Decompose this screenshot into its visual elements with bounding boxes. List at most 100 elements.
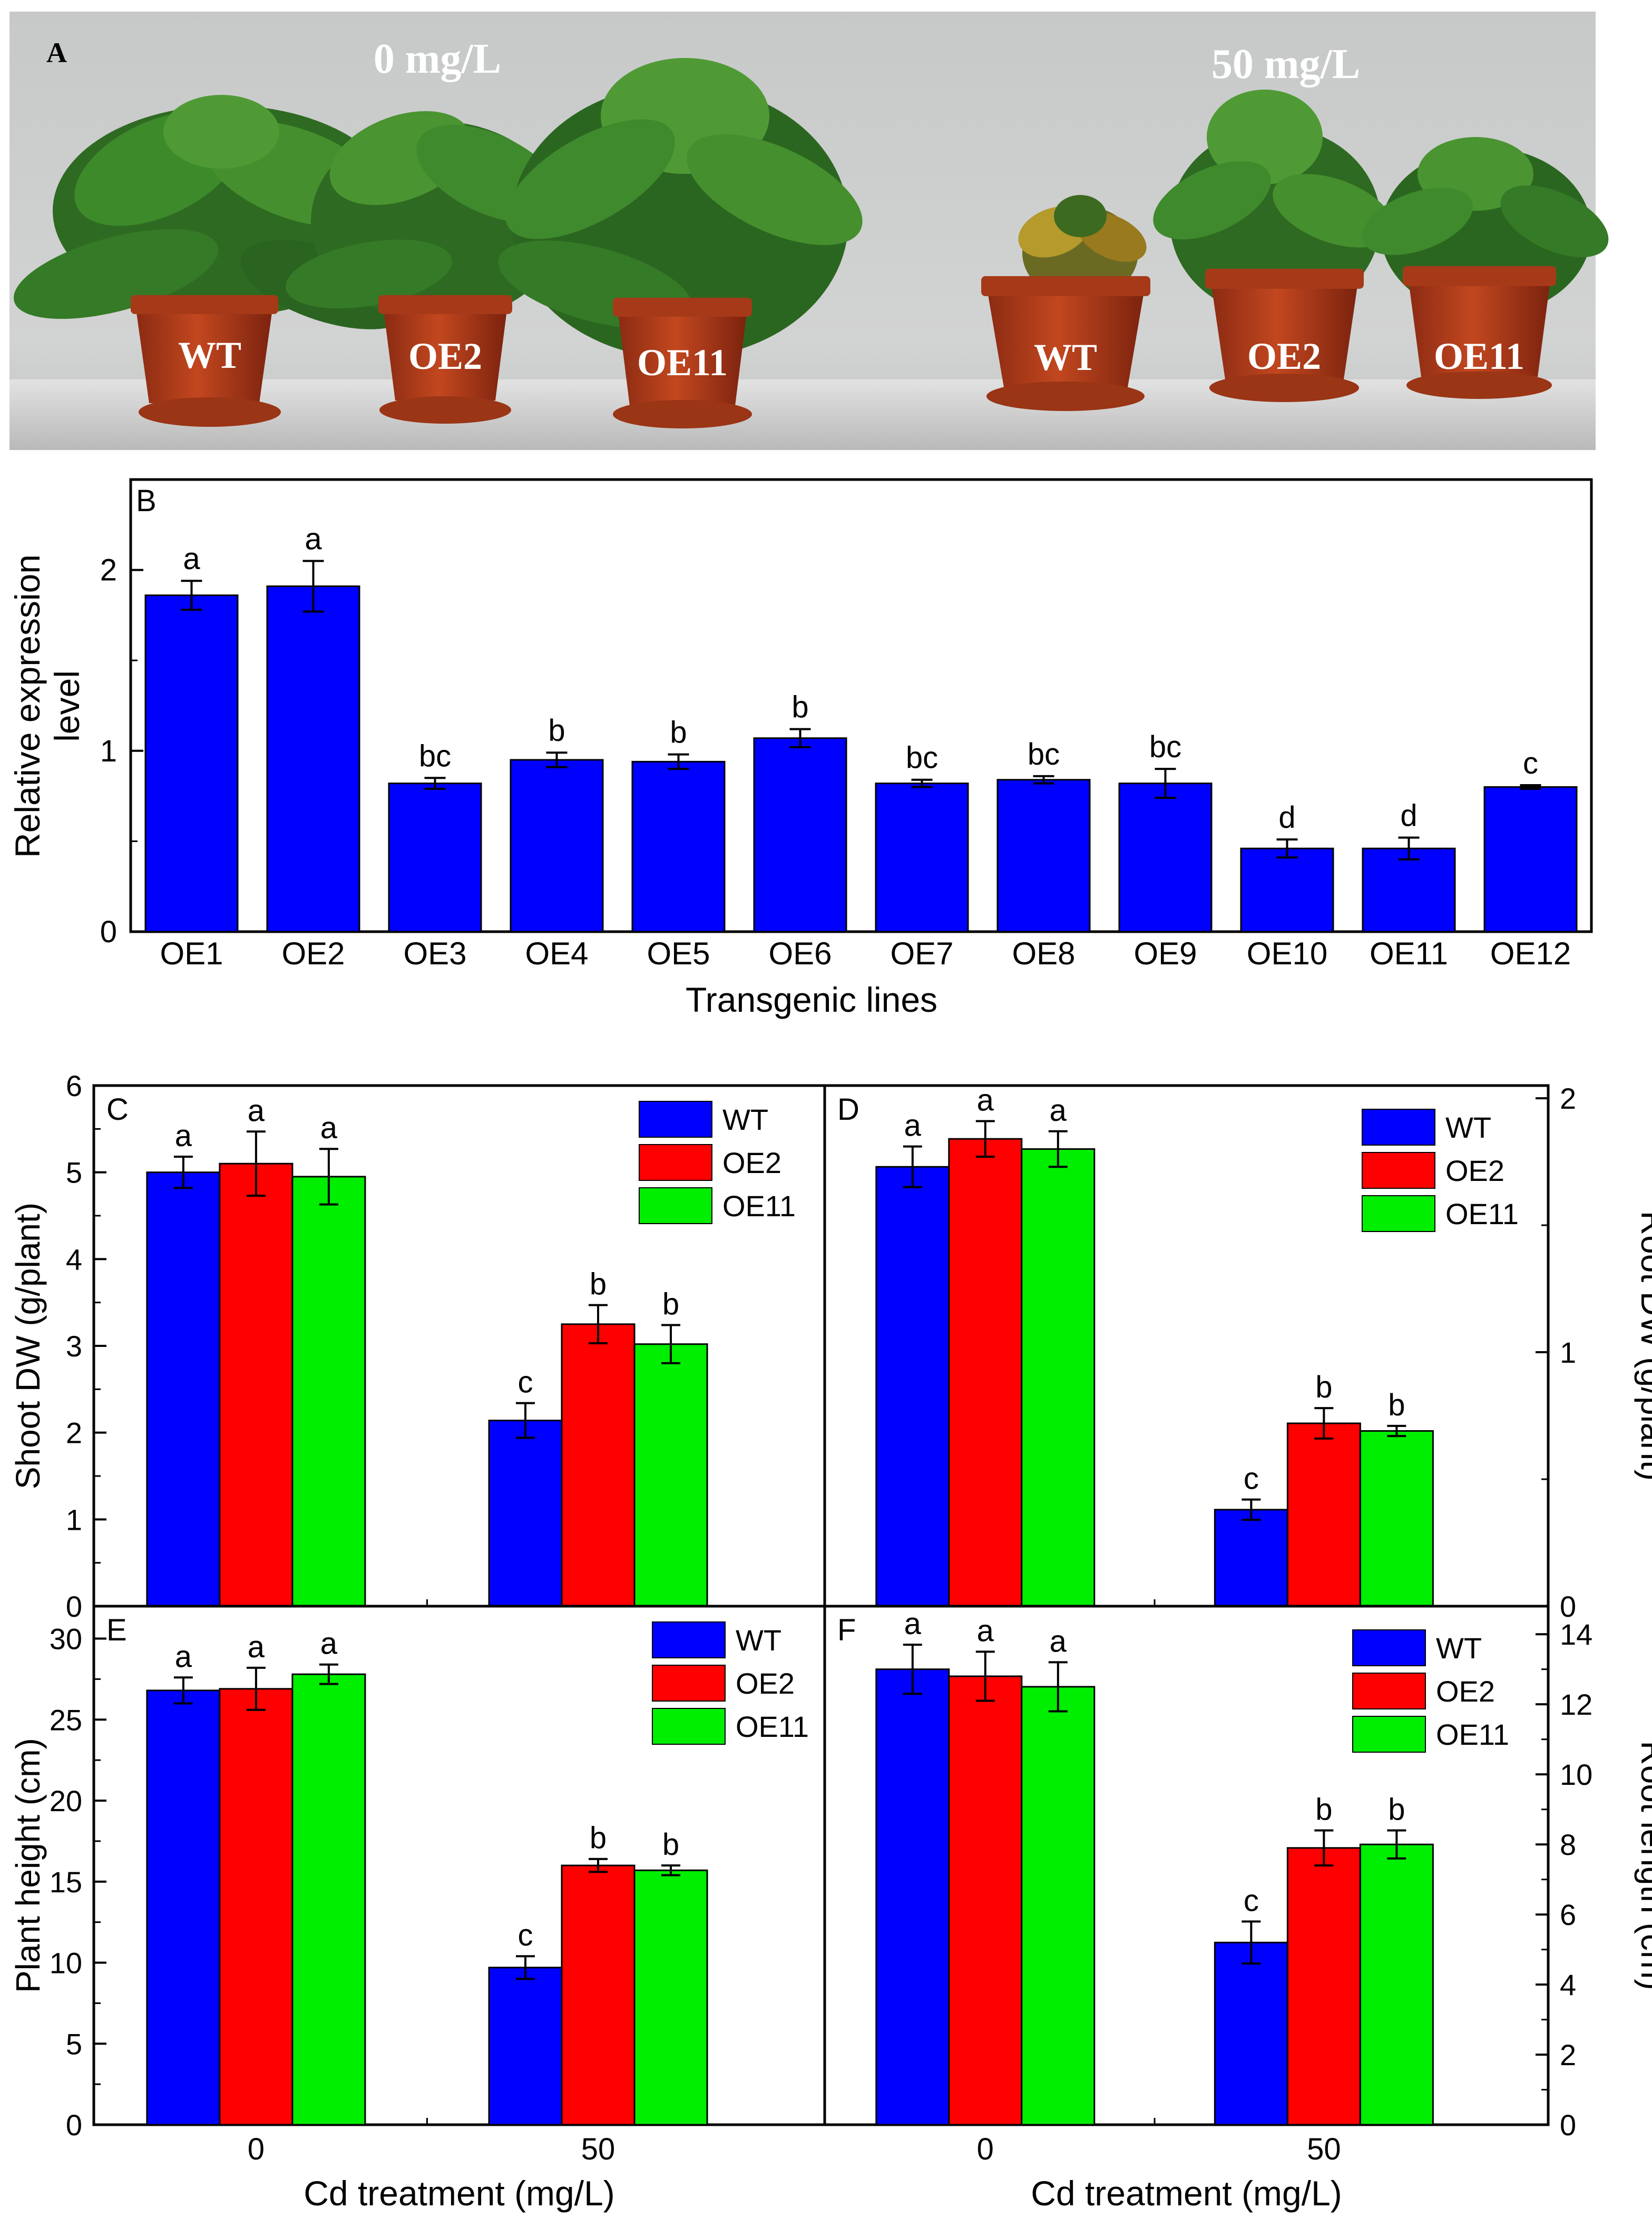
panel-f-error-bar-wt-50 [1242,1920,1261,1965]
panel-d-error-bar-oe2-50 [1314,1407,1334,1440]
panel-f-ytick-label: 6 [1560,1898,1576,1931]
panel-f-legend-label-oe2: OE2 [1436,1675,1495,1708]
panel-f-letter: F [837,1613,856,1647]
panel-e-bar-oe2-50 [561,1864,636,2126]
panel-c-bar-oe2-0 [219,1162,294,1607]
panel-f-bar-oe11-50 [1359,1843,1434,2126]
panel-b-sig-letter-oe6: b [791,690,808,725]
panel-c-sig-letter-wt-0: a [175,1119,192,1153]
panel-b-letter: B [136,484,157,518]
panel-d-error-bar-oe11-50 [1387,1424,1406,1438]
panel-b-bar-oe9 [1118,783,1213,933]
panel-d-sig-letter-oe11-50: b [1388,1388,1405,1422]
panel-d-error-bar-wt-0 [903,1145,922,1188]
panel-d-letter: D [837,1092,859,1127]
panel-f-error-bar-oe2-0 [975,1650,995,1702]
panel-c-sig-letter-oe11-0: a [320,1111,338,1145]
panel-f-error-bar-oe11-50 [1387,1829,1406,1860]
panel-d-ytick-label: 2 [1560,1082,1576,1115]
panel-a-letter: A [46,37,67,69]
panel-b-xtick-label-oe11: OE11 [1370,936,1448,971]
panel-d-bar-oe11-50 [1359,1430,1434,1607]
panel-d-sig-letter-oe2-0: a [977,1083,994,1117]
panel-f-sig-letter-wt-0: a [904,1607,922,1641]
panel-f-xtick-label-0: 0 [977,2132,994,2166]
panel-d-error-bar-oe2-0 [975,1120,995,1158]
panel-b-bar-oe10 [1240,847,1334,933]
panel-d-legend-label-wt: WT [1445,1111,1491,1144]
panel-b-xtick-label-oe12: OE12 [1490,936,1571,971]
panel-b-xtick-label-oe3: OE3 [403,936,466,971]
panel-b-sig-letter-oe2: a [305,522,322,556]
panel-e-error-bar-wt-0 [173,1676,193,1705]
panel-b-error-bar-oe1 [181,580,202,611]
panel-b-error-bar-oe3 [424,777,446,790]
panel-f-legend-swatch-wt [1352,1629,1426,1666]
panel-a-photo: A 0 mg/L 50 mg/L WT OE2 OE11 WT OE2 OE11 [9,12,1609,450]
panel-c-error-bar-oe11-50 [661,1324,681,1364]
panel-c-error-bar-wt-0 [173,1156,193,1189]
panel-e-xtick-label-0: 0 [248,2132,265,2166]
panel-f-legend-swatch-oe11 [1352,1716,1426,1753]
pot-oe11-0 [613,298,752,428]
panel-b-sig-letter-oe11: d [1400,799,1417,833]
panel-f-bar-oe2-0 [948,1675,1023,2126]
panel-e-error-bar-wt-50 [516,1955,535,1980]
panel-b-xtick-label-oe8: OE8 [1012,936,1075,971]
panel-d-sig-letter-oe11-0: a [1050,1093,1067,1128]
panel-f-sig-letter-oe2-0: a [977,1614,994,1648]
panel-d-error-bar-wt-50 [1242,1498,1261,1521]
plant-oe2-0 [286,111,564,321]
panel-f-bar-oe2-50 [1286,1847,1361,2126]
panel-f-bar-wt-0 [875,1668,950,2126]
panel-d-bar-oe2-0 [948,1138,1023,1607]
panel-f-ytick-label: 10 [1560,1758,1592,1791]
panel-b-y-axis-title-line1: Relative expression [8,554,47,858]
panel-e-bar-oe2-0 [219,1688,294,2126]
panel-c-legend-label-wt: WT [722,1103,768,1136]
panel-b-x-axis-title: Transgenic lines [686,980,937,1019]
pot-label-oe11-0: OE11 [637,341,728,384]
panel-c-bar-oe11-0 [291,1176,366,1607]
panel-c-error-bar-oe2-50 [589,1304,608,1345]
panel-f-ytick-label: 8 [1560,1828,1576,1861]
panel-b-ytick-label: 2 [100,553,117,588]
panel-c-ytick-label: 0 [66,1590,82,1623]
panel-b-bar-oe11 [1362,847,1456,933]
panel-e-legend-swatch-wt [652,1621,726,1658]
panel-f-ytick-label: 2 [1560,2038,1576,2071]
panel-c-legend-label-oe11: OE11 [722,1189,796,1223]
panel-e-ytick-label: 20 [50,1784,82,1817]
panel-f-sig-letter-wt-50: c [1244,1883,1259,1918]
panel-d-legend-label-oe2: OE2 [1445,1154,1504,1187]
panel-c-ytick-label: 5 [66,1156,82,1189]
panel-c-legend-swatch-wt [639,1101,712,1138]
panel-b-bar-oe4 [510,759,604,933]
panel-c-sig-letter-oe2-50: b [590,1267,607,1302]
panel-e-sig-letter-wt-0: a [175,1639,192,1674]
panel-c-error-bar-oe11-0 [319,1148,338,1206]
panel-e-sig-letter-oe11-0: a [320,1627,338,1661]
plant-oe11-0 [498,58,863,358]
panel-f-ytick-label: 12 [1560,1688,1592,1721]
panel-f-sig-letter-oe11-50: b [1388,1793,1405,1827]
panel-b-y-axis-title-line2: level [47,670,86,742]
panel-d-bar-oe2-50 [1286,1422,1361,1607]
panel-c-ytick-label: 4 [66,1243,82,1276]
panel-b-sig-letter-oe9: bc [1149,730,1181,764]
panel-b-sig-letter-oe1: a [183,542,200,576]
panel-e-sig-letter-wt-50: c [518,1918,533,1952]
panel-b-sig-letter-oe12: c [1523,746,1538,780]
panel-c-bar-wt-0 [146,1171,221,1607]
panel-c-bar-wt-50 [488,1420,563,1607]
pot-oe2-50 [1205,269,1364,402]
panel-b-ytick-label: 1 [100,734,117,768]
panel-e-ytick-label: 5 [66,2027,82,2060]
panel-f-ytick-label: 14 [1560,1618,1592,1651]
panel-b-xtick-label-oe9: OE9 [1133,936,1197,971]
panel-d-sig-letter-wt-50: c [1244,1462,1259,1496]
panel-c-legend-swatch-oe11 [639,1187,712,1224]
panel-e-legend-swatch-oe2 [652,1665,726,1702]
panel-e-bar-oe11-0 [291,1673,366,2126]
panel-b-bar-oe12 [1483,786,1578,933]
